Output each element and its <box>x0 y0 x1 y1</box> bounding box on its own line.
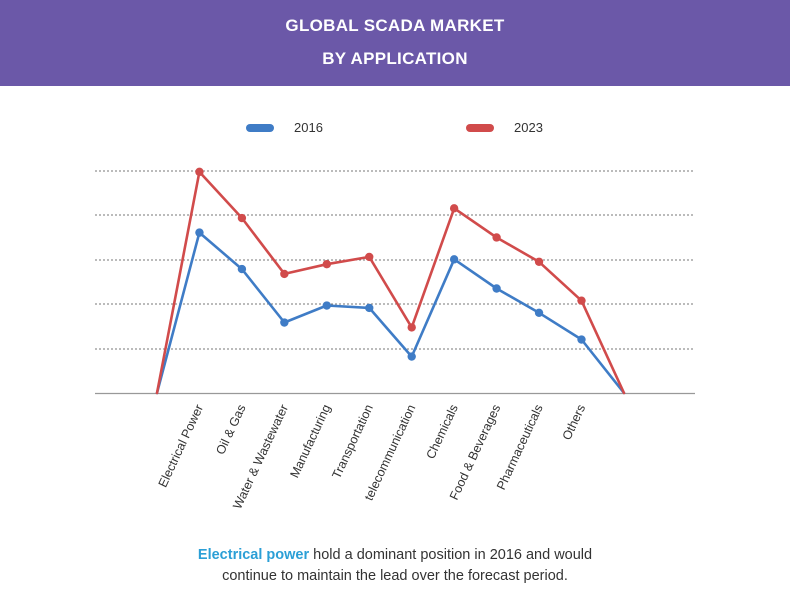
data-point-2016-3 <box>280 318 289 327</box>
data-point-2023-10 <box>577 296 586 305</box>
legend-label-2023: 2023 <box>514 120 543 135</box>
x-tick-label-9: Pharmaceuticals <box>494 402 546 492</box>
data-point-2016-9 <box>534 308 544 318</box>
footnote-text-line2: continue to maintain the lead over the f… <box>222 568 568 584</box>
legend-swatch-2023 <box>466 124 494 132</box>
data-point-2023-4 <box>322 260 331 269</box>
data-point-2016-4 <box>322 301 331 310</box>
x-tick-label-1: Electrical Power <box>156 402 207 489</box>
data-point-2023-9 <box>534 257 544 266</box>
data-point-2016-6 <box>407 352 416 361</box>
data-point-2016-2 <box>237 264 247 274</box>
legend: 2016 2023 <box>0 118 790 138</box>
data-point-2016-7 <box>449 255 459 264</box>
data-point-2023-6 <box>407 323 416 332</box>
series-line-2016 <box>155 231 626 395</box>
chart-subtitle: BY APPLICATION <box>322 49 468 68</box>
x-tick-label-5: Transportation <box>329 402 376 481</box>
x-tick-label-7: Chemicals <box>424 402 461 461</box>
legend-swatch-2016 <box>246 124 274 132</box>
footnote-text-line1: hold a dominant position in 2016 and wou… <box>309 547 593 563</box>
data-point-2016-8 <box>492 284 501 293</box>
legend-label-2016: 2016 <box>294 120 323 135</box>
data-point-2023-2 <box>237 213 247 223</box>
series-line-2023 <box>155 170 626 395</box>
chart-header: GLOBAL SCADA MARKET BY APPLICATION <box>0 0 790 86</box>
data-point-2016-5 <box>365 303 374 313</box>
data-point-2023-7 <box>449 204 459 213</box>
data-point-2023-5 <box>365 252 374 262</box>
x-tick-label-2: Oil & Gas <box>213 402 248 456</box>
x-tick-label-4: Manufacturing <box>287 402 333 480</box>
footnote-highlight: Electrical power <box>197 547 310 563</box>
x-tick-label-10: Others <box>560 402 589 442</box>
data-point-2016-1 <box>195 228 204 237</box>
data-point-2023-3 <box>280 269 289 279</box>
data-point-2023-8 <box>492 233 501 242</box>
footnote: Electrical power hold a dominant positio… <box>0 545 790 587</box>
data-point-2023-1 <box>195 167 204 177</box>
chart-title: GLOBAL SCADA MARKET <box>285 16 505 35</box>
data-point-2016-10 <box>577 335 586 344</box>
